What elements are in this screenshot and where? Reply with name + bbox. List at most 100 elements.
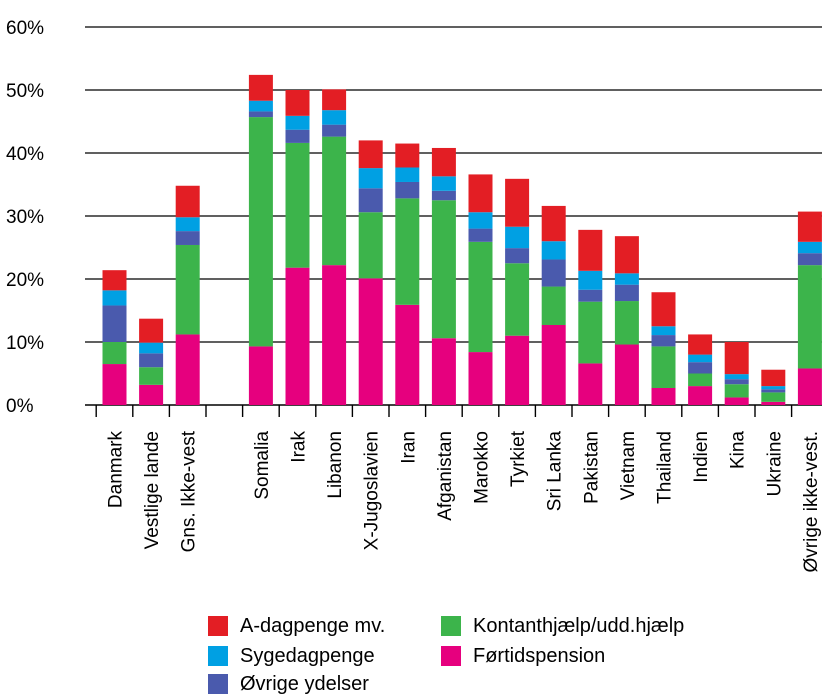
bar-segment bbox=[688, 386, 713, 405]
legend-label-ovrige-ydelser: Øvrige ydelser bbox=[240, 672, 369, 695]
bar-segment bbox=[102, 364, 127, 405]
y-tick-label: 30% bbox=[6, 207, 44, 228]
bar-segment bbox=[139, 384, 164, 405]
bar-segment bbox=[139, 353, 164, 368]
y-tick-label: 40% bbox=[6, 144, 44, 165]
bar-segment bbox=[358, 278, 383, 405]
bars bbox=[102, 74, 822, 405]
bar-segment bbox=[505, 178, 530, 227]
bar-segment bbox=[761, 369, 786, 387]
bar-segment bbox=[761, 389, 786, 393]
bar-segment bbox=[102, 305, 127, 342]
y-tick-label: 0% bbox=[6, 396, 34, 417]
bar-segment bbox=[761, 386, 786, 390]
x-category-label: Tyrkiet bbox=[508, 430, 529, 487]
bar-segment bbox=[578, 289, 603, 302]
bar-segment bbox=[797, 211, 822, 242]
bar-segment bbox=[688, 354, 713, 363]
legend-label-a-dagpenge: A-dagpenge mv. bbox=[240, 614, 386, 637]
bar-segment bbox=[578, 270, 603, 290]
x-category-label: Somalia bbox=[252, 431, 273, 500]
bar-segment bbox=[175, 334, 200, 405]
bar-segment bbox=[505, 263, 530, 336]
bar-segment bbox=[541, 241, 566, 260]
bar-segment bbox=[139, 342, 164, 354]
x-category-label: Vestlige lande bbox=[142, 431, 163, 549]
bar-segment bbox=[102, 342, 127, 365]
bar-segment bbox=[322, 265, 347, 405]
x-category-label: Vietnam bbox=[618, 431, 639, 500]
bar-segment bbox=[431, 190, 456, 201]
bar-segment bbox=[724, 342, 749, 375]
bar-segment bbox=[578, 363, 603, 405]
bar-segment bbox=[761, 401, 786, 405]
bar-segment bbox=[651, 387, 676, 405]
bar-segment bbox=[102, 290, 127, 306]
bar-segment bbox=[651, 326, 676, 336]
x-category-label: Marokko bbox=[472, 431, 493, 504]
bar-segment bbox=[797, 253, 822, 266]
bar-segment bbox=[322, 124, 347, 137]
y-tick-label: 50% bbox=[6, 81, 44, 102]
bar-segment bbox=[614, 273, 639, 285]
bar-segment bbox=[431, 200, 456, 339]
bar-segment bbox=[395, 181, 420, 199]
legend-swatch-ovrige-ydelser bbox=[208, 674, 228, 694]
x-category-label: Pakistan bbox=[581, 431, 602, 504]
legend-label-kontanthjaelp: Kontanthjælp/udd.hjælp bbox=[473, 614, 685, 637]
bar-segment bbox=[139, 318, 164, 343]
x-category-label: Afganistan bbox=[435, 431, 456, 521]
bar-segment bbox=[322, 110, 347, 125]
bar-segment bbox=[651, 346, 676, 388]
bar-segment bbox=[248, 100, 273, 112]
legend-label-fortidspension: Førtidspension bbox=[473, 644, 606, 667]
bar-segment bbox=[358, 140, 383, 169]
bar-segment bbox=[139, 367, 164, 385]
bar-segment bbox=[175, 231, 200, 245]
x-axis: Danmark Vestlige lande Gns. Ikke-vest Somal… bbox=[95, 405, 822, 572]
x-category-label: Libanon bbox=[325, 431, 346, 499]
x-category-label: Kina bbox=[728, 431, 749, 469]
bar-segment bbox=[614, 284, 639, 302]
bar-segment bbox=[285, 129, 310, 143]
bar-segment bbox=[724, 384, 749, 398]
bar-segment bbox=[541, 286, 566, 325]
x-category-label: X-Jugoslavien bbox=[362, 431, 383, 550]
x-category-label: Gns. Ikke-vest bbox=[179, 430, 200, 552]
stacked-bar-chart: 0% 10% 20% 30% 40% 50% 60% Danmark Vestlige lan… bbox=[6, 18, 822, 572]
x-category-label: Thailand bbox=[655, 431, 676, 504]
bar-segment bbox=[614, 301, 639, 345]
bar-segment bbox=[651, 292, 676, 327]
bar-segment bbox=[175, 185, 200, 218]
y-tick-label: 20% bbox=[6, 270, 44, 291]
legend-item-sygedagpenge: Sygedagpenge bbox=[208, 644, 375, 668]
legend: A-dagpenge mv. Sygedagpenge Øvrige ydels… bbox=[208, 612, 768, 695]
bar-segment bbox=[285, 142, 310, 268]
bar-segment bbox=[395, 167, 420, 182]
bar-segment bbox=[724, 397, 749, 405]
bar-segment bbox=[322, 136, 347, 266]
bar-segment bbox=[285, 115, 310, 130]
bar-segment bbox=[724, 379, 749, 385]
bar-segment bbox=[102, 270, 127, 291]
bar-segment bbox=[578, 301, 603, 364]
bar-segment bbox=[688, 362, 713, 374]
bar-segment bbox=[797, 368, 822, 405]
bar-segment bbox=[175, 217, 200, 232]
legend-swatch-sygedagpenge bbox=[208, 646, 228, 666]
legend-item-ovrige-ydelser: Øvrige ydelser bbox=[208, 672, 369, 696]
bar-segment bbox=[505, 248, 530, 264]
bar-segment bbox=[395, 304, 420, 405]
bar-segment bbox=[505, 335, 530, 405]
legend-label-sygedagpenge: Sygedagpenge bbox=[240, 644, 375, 667]
bar-segment bbox=[248, 74, 273, 101]
bar-segment bbox=[248, 111, 273, 118]
y-axis: 0% 10% 20% 30% 40% 50% 60% bbox=[6, 18, 44, 417]
bar-segment bbox=[358, 188, 383, 213]
legend-item-a-dagpenge: A-dagpenge mv. bbox=[208, 614, 385, 638]
x-category-label: Sri Lanka bbox=[545, 431, 566, 512]
bar-segment bbox=[761, 392, 786, 402]
bar-segment bbox=[797, 241, 822, 254]
y-tick-label: 10% bbox=[6, 333, 44, 354]
legend-swatch-kontanthjaelp bbox=[441, 616, 461, 636]
